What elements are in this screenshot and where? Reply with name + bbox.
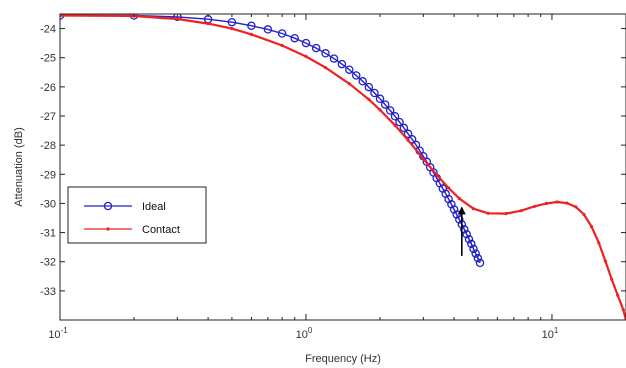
- y-tick-label: -32: [40, 257, 56, 269]
- series-contact-point: [504, 212, 508, 216]
- series-ideal-point: [473, 253, 483, 263]
- series-ideal-point: [277, 29, 287, 38]
- series-contact-point: [590, 225, 594, 229]
- series-contact-point: [406, 138, 410, 142]
- series-contact-point: [378, 108, 382, 112]
- series-contact-point: [582, 212, 586, 217]
- x-tick-label: 100: [296, 326, 313, 341]
- ticks-layer: -24 -25 -26 -27 -28 -29 -30 -31 -32 -33 10-1 100 101: [40, 14, 626, 341]
- series-ideal-point: [370, 88, 379, 98]
- series-contact-point: [435, 173, 439, 177]
- series-ideal-point: [385, 106, 395, 115]
- series-ideal-point: [364, 82, 374, 92]
- series-ideal-point: [301, 38, 311, 48]
- series-contact-point: [447, 186, 451, 190]
- series-ideal-point: [247, 21, 256, 30]
- series-contact-point: [206, 22, 210, 26]
- series-ideal-point: [337, 59, 347, 69]
- y-tick-label: -25: [40, 53, 56, 65]
- series-contact-point: [230, 27, 234, 31]
- series-layer: [60, 14, 626, 320]
- series-ideal-point: [263, 25, 273, 34]
- legend-contact-label: Contact: [142, 224, 180, 236]
- legend-box: [67, 186, 207, 244]
- series-contact-point: [486, 211, 490, 215]
- series-ideal-point: [390, 112, 400, 121]
- series-contact-point: [621, 308, 625, 312]
- series-contact-point: [616, 293, 620, 297]
- series-contact-point: [304, 54, 308, 59]
- series-ideal-point: [475, 258, 485, 268]
- series-ideal-point: [227, 17, 237, 27]
- series-ideal-point: [403, 129, 413, 139]
- x-tick-label: 10-1: [48, 326, 68, 341]
- series-contact-point: [471, 207, 476, 211]
- annotation-arrow-head: [457, 206, 466, 215]
- series-contact-point: [574, 205, 578, 209]
- y-axis-label: Attenuation (dB): [13, 127, 25, 207]
- series-ideal-point: [467, 239, 476, 249]
- x-tick-label: 101: [542, 326, 559, 341]
- series-ideal-point: [462, 230, 471, 239]
- series-ideal-point: [455, 215, 464, 224]
- y-tick-label: -30: [40, 198, 56, 210]
- series-ideal-point: [351, 71, 361, 80]
- y-tick-label: -26: [40, 82, 56, 94]
- series-contact-point: [519, 209, 523, 213]
- series-ideal-point: [395, 117, 404, 127]
- series-contact-point: [610, 277, 614, 281]
- series-ideal-point: [345, 65, 354, 74]
- legend-ideal-marker: [103, 201, 113, 211]
- series-contact-point: [249, 32, 253, 37]
- y-tick-label: -33: [40, 286, 56, 298]
- series-contact-point: [421, 157, 425, 161]
- series-ideal-point: [290, 33, 299, 43]
- series-contact-point: [603, 259, 608, 263]
- series-contact-point: [323, 66, 328, 70]
- series-contact-point: [533, 204, 537, 208]
- series-ideal-point: [380, 100, 390, 109]
- series-contact-point: [347, 82, 351, 86]
- y-tick-label: -27: [40, 111, 56, 123]
- legend-contact-marker: [106, 227, 110, 231]
- legend-ideal-label: Ideal: [142, 201, 166, 213]
- series-ideal-point: [399, 123, 409, 133]
- series-ideal-point: [311, 43, 321, 53]
- legend: Ideal Contact: [67, 186, 207, 244]
- series-contact-point: [555, 200, 559, 204]
- series-ideal-point: [321, 49, 330, 58]
- series-ideal-point: [469, 244, 478, 254]
- series-contact-point: [597, 241, 601, 245]
- y-tick-label: -28: [40, 140, 56, 152]
- series-contact-point: [367, 97, 371, 101]
- series-ideal-point: [460, 225, 469, 234]
- series-ideal-point: [464, 235, 474, 244]
- y-tick-label: -29: [40, 169, 56, 181]
- y-tick-label: -24: [40, 24, 56, 36]
- series-contact-point: [393, 123, 397, 127]
- series-ideal-point: [452, 210, 461, 219]
- series-ideal-point: [375, 94, 385, 104]
- series-ideal-point: [471, 249, 480, 258]
- series-ideal-point: [329, 54, 339, 63]
- series-ideal-point: [449, 205, 459, 214]
- x-axis-label: Frequency (Hz): [305, 353, 381, 365]
- series-contact-point: [175, 17, 179, 21]
- series-ideal-point: [358, 77, 367, 86]
- annotation-layer: [457, 206, 466, 256]
- plot-frame: [59, 13, 626, 321]
- series-contact-point: [280, 43, 284, 48]
- series-contact-point: [565, 201, 569, 205]
- series-contact-point: [544, 201, 549, 205]
- series-contact-point: [457, 196, 461, 201]
- y-tick-label: -31: [40, 228, 56, 240]
